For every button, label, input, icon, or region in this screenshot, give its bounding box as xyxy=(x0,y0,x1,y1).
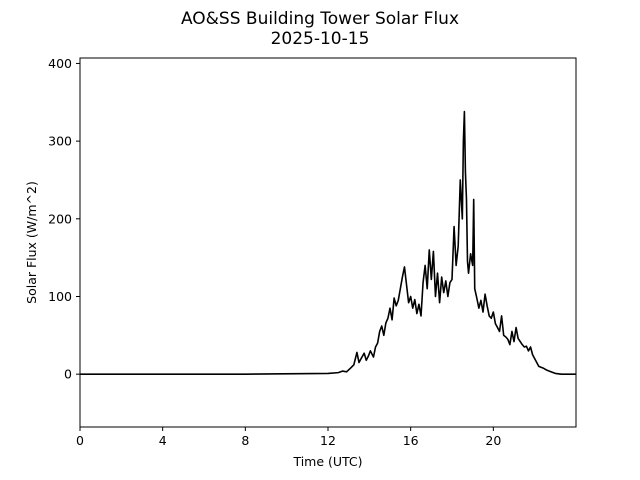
y-axis-label: Solar Flux (W/m^2) xyxy=(24,181,39,304)
x-axis-label: Time (UTC) xyxy=(292,454,362,469)
chart-subtitle: 2025-10-15 xyxy=(271,29,370,49)
x-tick-label: 4 xyxy=(159,433,167,448)
plot-frame xyxy=(79,57,577,428)
y-tick-label: 200 xyxy=(48,211,72,226)
x-tick-label: 20 xyxy=(485,433,501,448)
x-tick-label: 8 xyxy=(241,433,249,448)
y-tick-label: 100 xyxy=(48,289,72,304)
x-tick-label: 12 xyxy=(320,433,336,448)
chart-title: AO&SS Building Tower Solar Flux xyxy=(181,9,459,29)
y-tick-label: 400 xyxy=(48,56,72,71)
x-tick-label: 0 xyxy=(76,433,84,448)
x-tick-label: 16 xyxy=(403,433,419,448)
y-tick-label: 300 xyxy=(48,134,72,149)
plot-area xyxy=(80,110,576,375)
series-line-0 xyxy=(80,110,576,375)
y-tick-label: 0 xyxy=(64,367,72,382)
